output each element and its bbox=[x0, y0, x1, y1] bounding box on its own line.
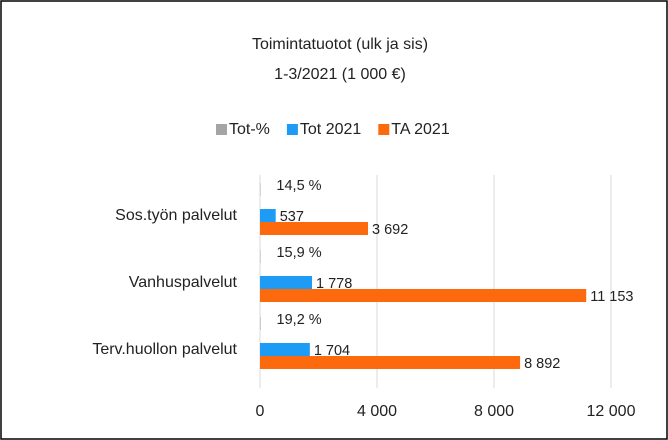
value-label: 1 704 bbox=[314, 343, 350, 359]
legend-swatch bbox=[216, 124, 227, 135]
value-label: 14,5 % bbox=[276, 178, 321, 194]
value-label: 19,2 % bbox=[277, 312, 322, 328]
value-label: 11 153 bbox=[590, 289, 633, 305]
value-label: 537 bbox=[280, 209, 304, 225]
value-label: 8 892 bbox=[524, 356, 560, 372]
value-label: 3 692 bbox=[372, 222, 408, 238]
legend-label: Tot 2021 bbox=[300, 121, 361, 138]
bar bbox=[260, 276, 313, 289]
bar bbox=[260, 343, 310, 356]
x-tick-label: 4 000 bbox=[357, 403, 397, 420]
value-label: 1 778 bbox=[316, 276, 352, 292]
bar bbox=[260, 222, 368, 235]
legend-label: Tot-% bbox=[229, 121, 270, 138]
x-tick-label: 12 000 bbox=[587, 403, 636, 420]
bar bbox=[260, 209, 276, 222]
category-label: Sos.työn palvelut bbox=[115, 207, 237, 224]
x-tick-label: 8 000 bbox=[474, 403, 514, 420]
category-label: Vanhuspalvelut bbox=[129, 274, 238, 291]
bar bbox=[260, 317, 261, 330]
value-label: 15,9 % bbox=[276, 245, 321, 261]
category-label: Terv.huollon palvelut bbox=[92, 341, 237, 358]
bar bbox=[260, 289, 587, 302]
legend-swatch bbox=[378, 124, 390, 135]
chart-subtitle: 1-3/2021 (1 000 €) bbox=[274, 66, 406, 83]
x-tick-label: 0 bbox=[256, 403, 265, 420]
chart-title: Toimintatuotot (ulk ja sis) bbox=[252, 36, 428, 53]
bar bbox=[260, 356, 521, 369]
legend-label: TA 2021 bbox=[391, 121, 450, 138]
legend-swatch bbox=[286, 124, 298, 135]
